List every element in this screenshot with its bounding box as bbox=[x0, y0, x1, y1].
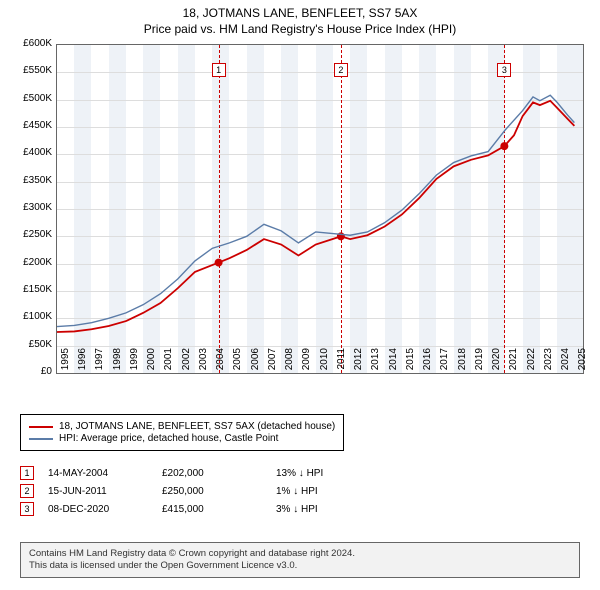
y-axis-label: £600K bbox=[8, 38, 52, 49]
event-delta: 13% ↓ HPI bbox=[276, 468, 376, 479]
x-axis-label: 2012 bbox=[353, 348, 364, 378]
x-axis-label: 2000 bbox=[146, 348, 157, 378]
x-axis-label: 2002 bbox=[181, 348, 192, 378]
x-axis-label: 2025 bbox=[577, 348, 588, 378]
event-row: 1 14-MAY-2004 £202,000 13% ↓ HPI bbox=[20, 466, 376, 480]
marker-number-box: 1 bbox=[212, 63, 226, 77]
event-price: £250,000 bbox=[162, 486, 262, 497]
marker-number-box: 2 bbox=[334, 63, 348, 77]
event-price: £415,000 bbox=[162, 504, 262, 515]
x-axis-label: 2004 bbox=[215, 348, 226, 378]
y-axis-label: £300K bbox=[8, 202, 52, 213]
x-axis-label: 2010 bbox=[319, 348, 330, 378]
y-axis-label: £150K bbox=[8, 284, 52, 295]
x-axis-label: 2022 bbox=[526, 348, 537, 378]
x-axis-label: 2006 bbox=[250, 348, 261, 378]
x-axis-label: 1995 bbox=[60, 348, 71, 378]
y-axis-label: £350K bbox=[8, 175, 52, 186]
y-axis-label: £200K bbox=[8, 257, 52, 268]
x-axis-label: 2023 bbox=[543, 348, 554, 378]
x-axis-label: 1999 bbox=[129, 348, 140, 378]
event-delta: 1% ↓ HPI bbox=[276, 486, 376, 497]
event-number: 1 bbox=[20, 466, 34, 480]
event-row: 2 15-JUN-2011 £250,000 1% ↓ HPI bbox=[20, 484, 376, 498]
x-axis-label: 1998 bbox=[112, 348, 123, 378]
x-axis-label: 2005 bbox=[232, 348, 243, 378]
plot: 1 2 3 bbox=[56, 44, 584, 374]
y-axis-label: £450K bbox=[8, 120, 52, 131]
footer-attribution: Contains HM Land Registry data © Crown c… bbox=[20, 542, 580, 578]
legend-swatch bbox=[29, 426, 53, 428]
y-axis-label: £0 bbox=[8, 366, 52, 377]
page-title: 18, JOTMANS LANE, BENFLEET, SS7 5AX bbox=[0, 0, 600, 20]
series-price_paid bbox=[57, 101, 574, 332]
x-axis-label: 2003 bbox=[198, 348, 209, 378]
footer-line-2: This data is licensed under the Open Gov… bbox=[29, 560, 571, 572]
marker-number-box: 3 bbox=[497, 63, 511, 77]
legend-label: 18, JOTMANS LANE, BENFLEET, SS7 5AX (det… bbox=[59, 421, 335, 432]
event-date: 14-MAY-2004 bbox=[48, 468, 148, 479]
x-axis-label: 2019 bbox=[474, 348, 485, 378]
series-hpi bbox=[57, 95, 574, 326]
x-axis-label: 2018 bbox=[457, 348, 468, 378]
x-axis-label: 2011 bbox=[336, 348, 347, 378]
x-axis-label: 2014 bbox=[388, 348, 399, 378]
legend: 18, JOTMANS LANE, BENFLEET, SS7 5AX (det… bbox=[20, 414, 344, 451]
y-axis-label: £50K bbox=[8, 339, 52, 350]
event-table: 1 14-MAY-2004 £202,000 13% ↓ HPI 2 15-JUN-201… bbox=[20, 462, 376, 520]
y-axis-label: £500K bbox=[8, 93, 52, 104]
event-number: 3 bbox=[20, 502, 34, 516]
event-date: 15-JUN-2011 bbox=[48, 486, 148, 497]
event-number: 2 bbox=[20, 484, 34, 498]
page-subtitle: Price paid vs. HM Land Registry's House … bbox=[0, 20, 600, 36]
x-axis-label: 2017 bbox=[439, 348, 450, 378]
x-axis-label: 2009 bbox=[301, 348, 312, 378]
x-axis-label: 2008 bbox=[284, 348, 295, 378]
x-axis-label: 1997 bbox=[94, 348, 105, 378]
y-axis-label: £100K bbox=[8, 311, 52, 322]
event-price: £202,000 bbox=[162, 468, 262, 479]
y-axis-label: £250K bbox=[8, 229, 52, 240]
x-axis-label: 2015 bbox=[405, 348, 416, 378]
legend-item: HPI: Average price, detached house, Cast… bbox=[29, 433, 335, 444]
footer-line-1: Contains HM Land Registry data © Crown c… bbox=[29, 548, 571, 560]
y-axis-label: £550K bbox=[8, 65, 52, 76]
x-axis-label: 1996 bbox=[77, 348, 88, 378]
y-axis-label: £400K bbox=[8, 147, 52, 158]
x-axis-label: 2007 bbox=[267, 348, 278, 378]
line-chart-svg bbox=[57, 45, 583, 373]
event-row: 3 08-DEC-2020 £415,000 3% ↓ HPI bbox=[20, 502, 376, 516]
chart-area: £0 £50K £100K £150K £200K £250K £300K £350K £400… bbox=[8, 44, 592, 404]
legend-item: 18, JOTMANS LANE, BENFLEET, SS7 5AX (det… bbox=[29, 421, 335, 432]
legend-swatch bbox=[29, 438, 53, 440]
event-date: 08-DEC-2020 bbox=[48, 504, 148, 515]
x-axis-label: 2016 bbox=[422, 348, 433, 378]
x-axis-label: 2021 bbox=[508, 348, 519, 378]
event-delta: 3% ↓ HPI bbox=[276, 504, 376, 515]
x-axis-label: 2013 bbox=[370, 348, 381, 378]
legend-label: HPI: Average price, detached house, Cast… bbox=[59, 433, 278, 444]
x-axis-label: 2020 bbox=[491, 348, 502, 378]
x-axis-label: 2024 bbox=[560, 348, 571, 378]
x-axis-label: 2001 bbox=[163, 348, 174, 378]
